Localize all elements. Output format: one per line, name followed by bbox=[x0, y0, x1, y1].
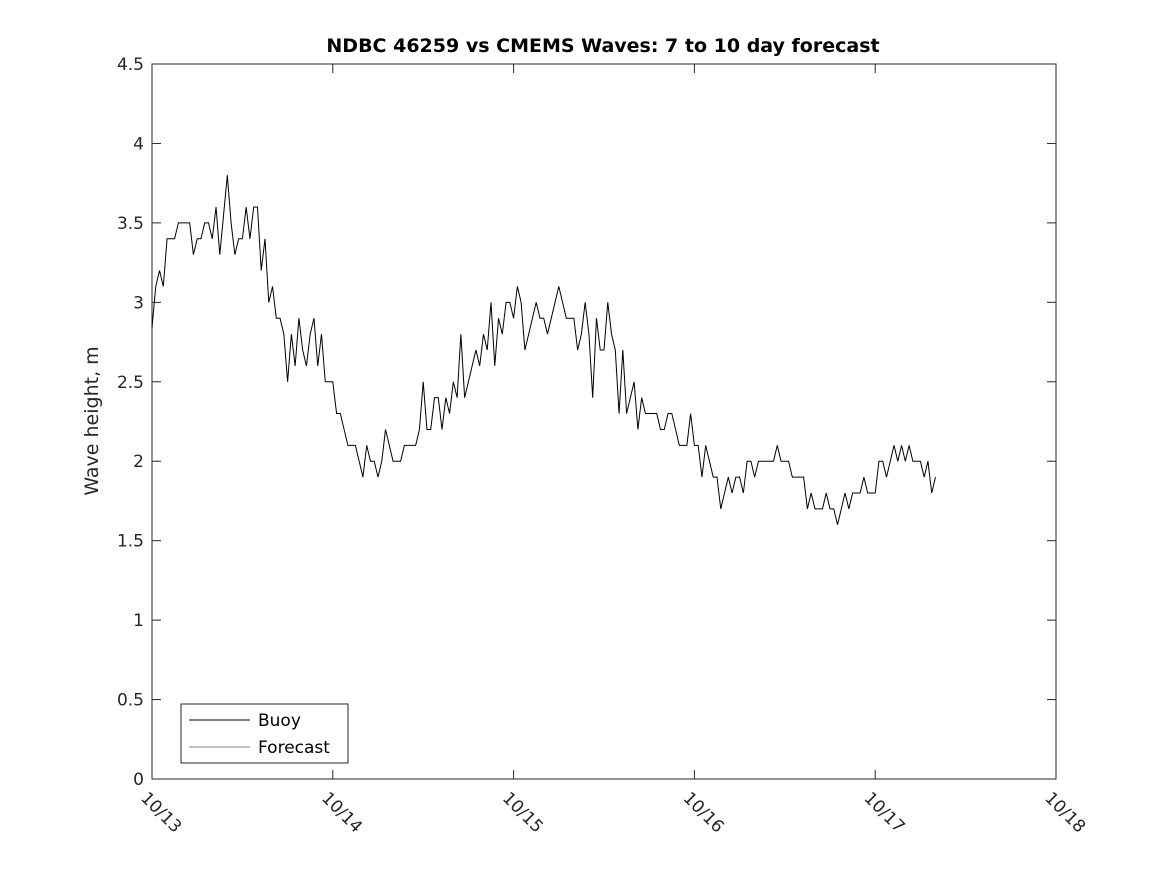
plot-area bbox=[151, 63, 1057, 780]
y-axis-label: Wave height, m bbox=[81, 346, 103, 495]
chart-title: NDBC 46259 vs CMEMS Waves: 7 to 10 day f… bbox=[326, 35, 879, 57]
legend: Buoy Forecast bbox=[180, 703, 349, 764]
y-tick-label: 2.5 bbox=[117, 373, 144, 393]
y-tick-label: 0 bbox=[133, 770, 144, 790]
y-tick-label: 3.5 bbox=[117, 214, 144, 234]
y-tick-label: 1.5 bbox=[117, 532, 144, 552]
y-tick-label: 4 bbox=[133, 134, 144, 154]
y-tick-label: 3 bbox=[133, 293, 144, 313]
x-tick-label: 10/16 bbox=[679, 788, 728, 837]
legend-label-buoy: Buoy bbox=[258, 711, 301, 731]
x-tick-label: 10/13 bbox=[136, 788, 185, 837]
x-tick-label: 10/18 bbox=[1040, 788, 1089, 837]
y-tick-label: 4.5 bbox=[117, 55, 144, 75]
x-tick-label: 10/15 bbox=[498, 788, 547, 837]
y-tick-label: 0.5 bbox=[117, 691, 144, 711]
legend-box bbox=[180, 703, 349, 764]
series-group bbox=[151, 175, 936, 525]
x-tick-label: 10/14 bbox=[317, 788, 366, 837]
y-tick-label: 2 bbox=[133, 452, 144, 472]
legend-label-forecast: Forecast bbox=[258, 738, 330, 758]
series-line-buoy bbox=[151, 175, 936, 525]
x-tick-label: 10/17 bbox=[860, 788, 909, 837]
y-tick-label: 1 bbox=[133, 611, 144, 631]
y-axis: 0 0.5 1 1.5 2 2.5 3 3.5 4 4.5 bbox=[117, 55, 1056, 790]
